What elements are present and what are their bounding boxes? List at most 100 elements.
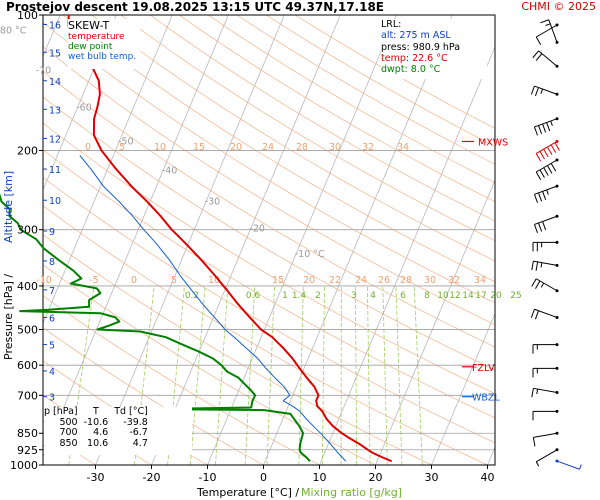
wind-barb-feather <box>542 221 547 231</box>
theta-label: 10 <box>208 275 220 286</box>
isotherm-label: -80 °C <box>0 26 27 37</box>
dry-adiabat-line <box>120 15 495 242</box>
mixing-ratio-label: 25 <box>510 291 521 301</box>
mixing-ratio-line <box>215 285 229 465</box>
y-axis-label-altitude: Altitude [km] <box>2 171 15 243</box>
mixing-ratio-label: 6 <box>400 291 406 301</box>
wind-barb-staff <box>535 449 558 463</box>
wind-barb <box>532 343 559 354</box>
theta-label: 15 <box>193 142 205 153</box>
wind-barb-staff <box>535 141 558 154</box>
table-cell: 4.7 <box>132 437 148 449</box>
wind-barb-feather <box>535 171 542 181</box>
wind-barb <box>532 240 559 252</box>
altitude-tick-label: 12 <box>49 134 61 145</box>
mixing-ratio-label: 10 <box>437 291 449 301</box>
wind-barb <box>535 139 560 162</box>
profile-lines <box>0 14 392 463</box>
mixing-ratio-line <box>367 285 371 465</box>
table-header-t: T <box>93 406 99 417</box>
wind-barb-base <box>555 390 559 394</box>
wind-barb-feather <box>539 169 545 178</box>
dry-adiabat-line <box>265 15 495 147</box>
mixing-ratio-label: 14 <box>462 291 474 301</box>
theta-label: 5 <box>171 275 177 286</box>
wind-barb <box>532 431 559 447</box>
wind-barb-staff <box>533 432 558 438</box>
isotherm-label: -20 <box>249 224 265 235</box>
pressure-tick-label: 500 <box>17 324 38 337</box>
wind-barb-base <box>555 289 559 293</box>
wind-barb-staff <box>556 460 580 470</box>
wind-barb-feather <box>533 224 538 234</box>
wind-barb-staff <box>535 278 558 292</box>
lrl-info-box: LRL: alt: 275 m ASL press: 980.9 hPa tem… <box>381 19 487 79</box>
isotherm-line <box>544 15 600 465</box>
isotherm-line <box>43 15 117 191</box>
wind-barb-feather <box>579 464 582 470</box>
marker-label: MXWS <box>478 137 508 148</box>
legend-box: SKEW-T temperature dew point wet bulb te… <box>68 19 140 69</box>
mixing-ratio-label: 17 <box>475 291 486 301</box>
wind-barb-feather <box>543 148 549 158</box>
wind-barb-base <box>555 240 559 244</box>
mixing-ratio-label: 4 <box>370 291 376 301</box>
lrl-pressure: press: 980.9 hPa <box>381 41 461 53</box>
isotherm-label: -30 <box>205 197 221 208</box>
table-row: 500 -10.6 -39.8 <box>44 417 154 429</box>
table-cell: 10.6 <box>87 437 109 449</box>
table-row: 700 4.6 -6.7 <box>44 427 154 439</box>
wind-barb-base <box>555 40 559 44</box>
dry-adiabat-line <box>43 46 495 326</box>
dry-adiabat-line <box>43 21 495 304</box>
wind-barb-feather <box>545 23 551 27</box>
wind-barb-base <box>555 263 559 267</box>
wind-barb-staff <box>538 50 558 67</box>
mixing-ratio-label: 8 <box>424 291 430 301</box>
wind-barb-feather <box>550 163 557 172</box>
isotherm-line <box>43 15 229 458</box>
mixing-ratio-label: 0.6 <box>246 291 261 301</box>
wind-barb-base <box>555 23 559 27</box>
wind-barbs <box>530 19 582 470</box>
table-cell: 700 <box>59 427 78 438</box>
wind-barb-staff <box>535 159 558 173</box>
table-cell: 850 <box>59 437 78 449</box>
lrl-title: LRL: <box>381 19 402 30</box>
plot-area <box>43 15 600 465</box>
chart-header-title: Prostejov descent 19.08.2025 13:15 UTC 4… <box>6 0 385 14</box>
isotherm-line <box>431 312 495 465</box>
altitude-tick-label: 13 <box>49 105 61 116</box>
altitude-tick-label: 3 <box>49 393 55 404</box>
wind-barb-feather <box>535 153 542 162</box>
wind-barb <box>531 260 559 271</box>
theta-label: 24 <box>262 142 274 153</box>
wind-barb-base <box>555 459 559 463</box>
background-lines: -80 °C-70-60-50-40-30-20-10 °C0510152024… <box>0 14 600 466</box>
isotherm-line <box>263 15 453 465</box>
wind-barb-base <box>555 184 559 188</box>
wind-barb-staff <box>548 19 558 43</box>
x-tick-label: -20 <box>143 471 161 484</box>
marker-wbzl: WBZL <box>462 393 500 404</box>
pressure-tick-label: 300 <box>17 224 38 237</box>
wind-barb-feather <box>531 261 534 271</box>
copyright-link[interactable]: CHMI © 2025 <box>521 0 596 13</box>
altitude-tick-label: 11 <box>49 165 61 176</box>
marker-label: FZLV <box>472 363 495 374</box>
wind-barb-base <box>555 366 559 370</box>
mixing-ratio-label: 1 <box>282 291 288 301</box>
wind-barb-feather <box>540 262 543 268</box>
altitude-tick-label: 5 <box>49 341 55 352</box>
series-line-dew-point <box>0 193 311 462</box>
theta-label: 32 <box>448 275 460 286</box>
legend-item-dewpoint: dew point <box>68 42 113 52</box>
theta-label: 22 <box>329 275 341 286</box>
wind-barb-feather <box>550 144 557 153</box>
wind-barb-feather <box>554 142 560 151</box>
mixing-ratio-line <box>382 285 388 465</box>
lrl-dewpoint: dwpt: 8.0 °C <box>381 64 441 76</box>
theta-label: 24 <box>355 275 367 286</box>
isotherm-line <box>207 15 397 465</box>
